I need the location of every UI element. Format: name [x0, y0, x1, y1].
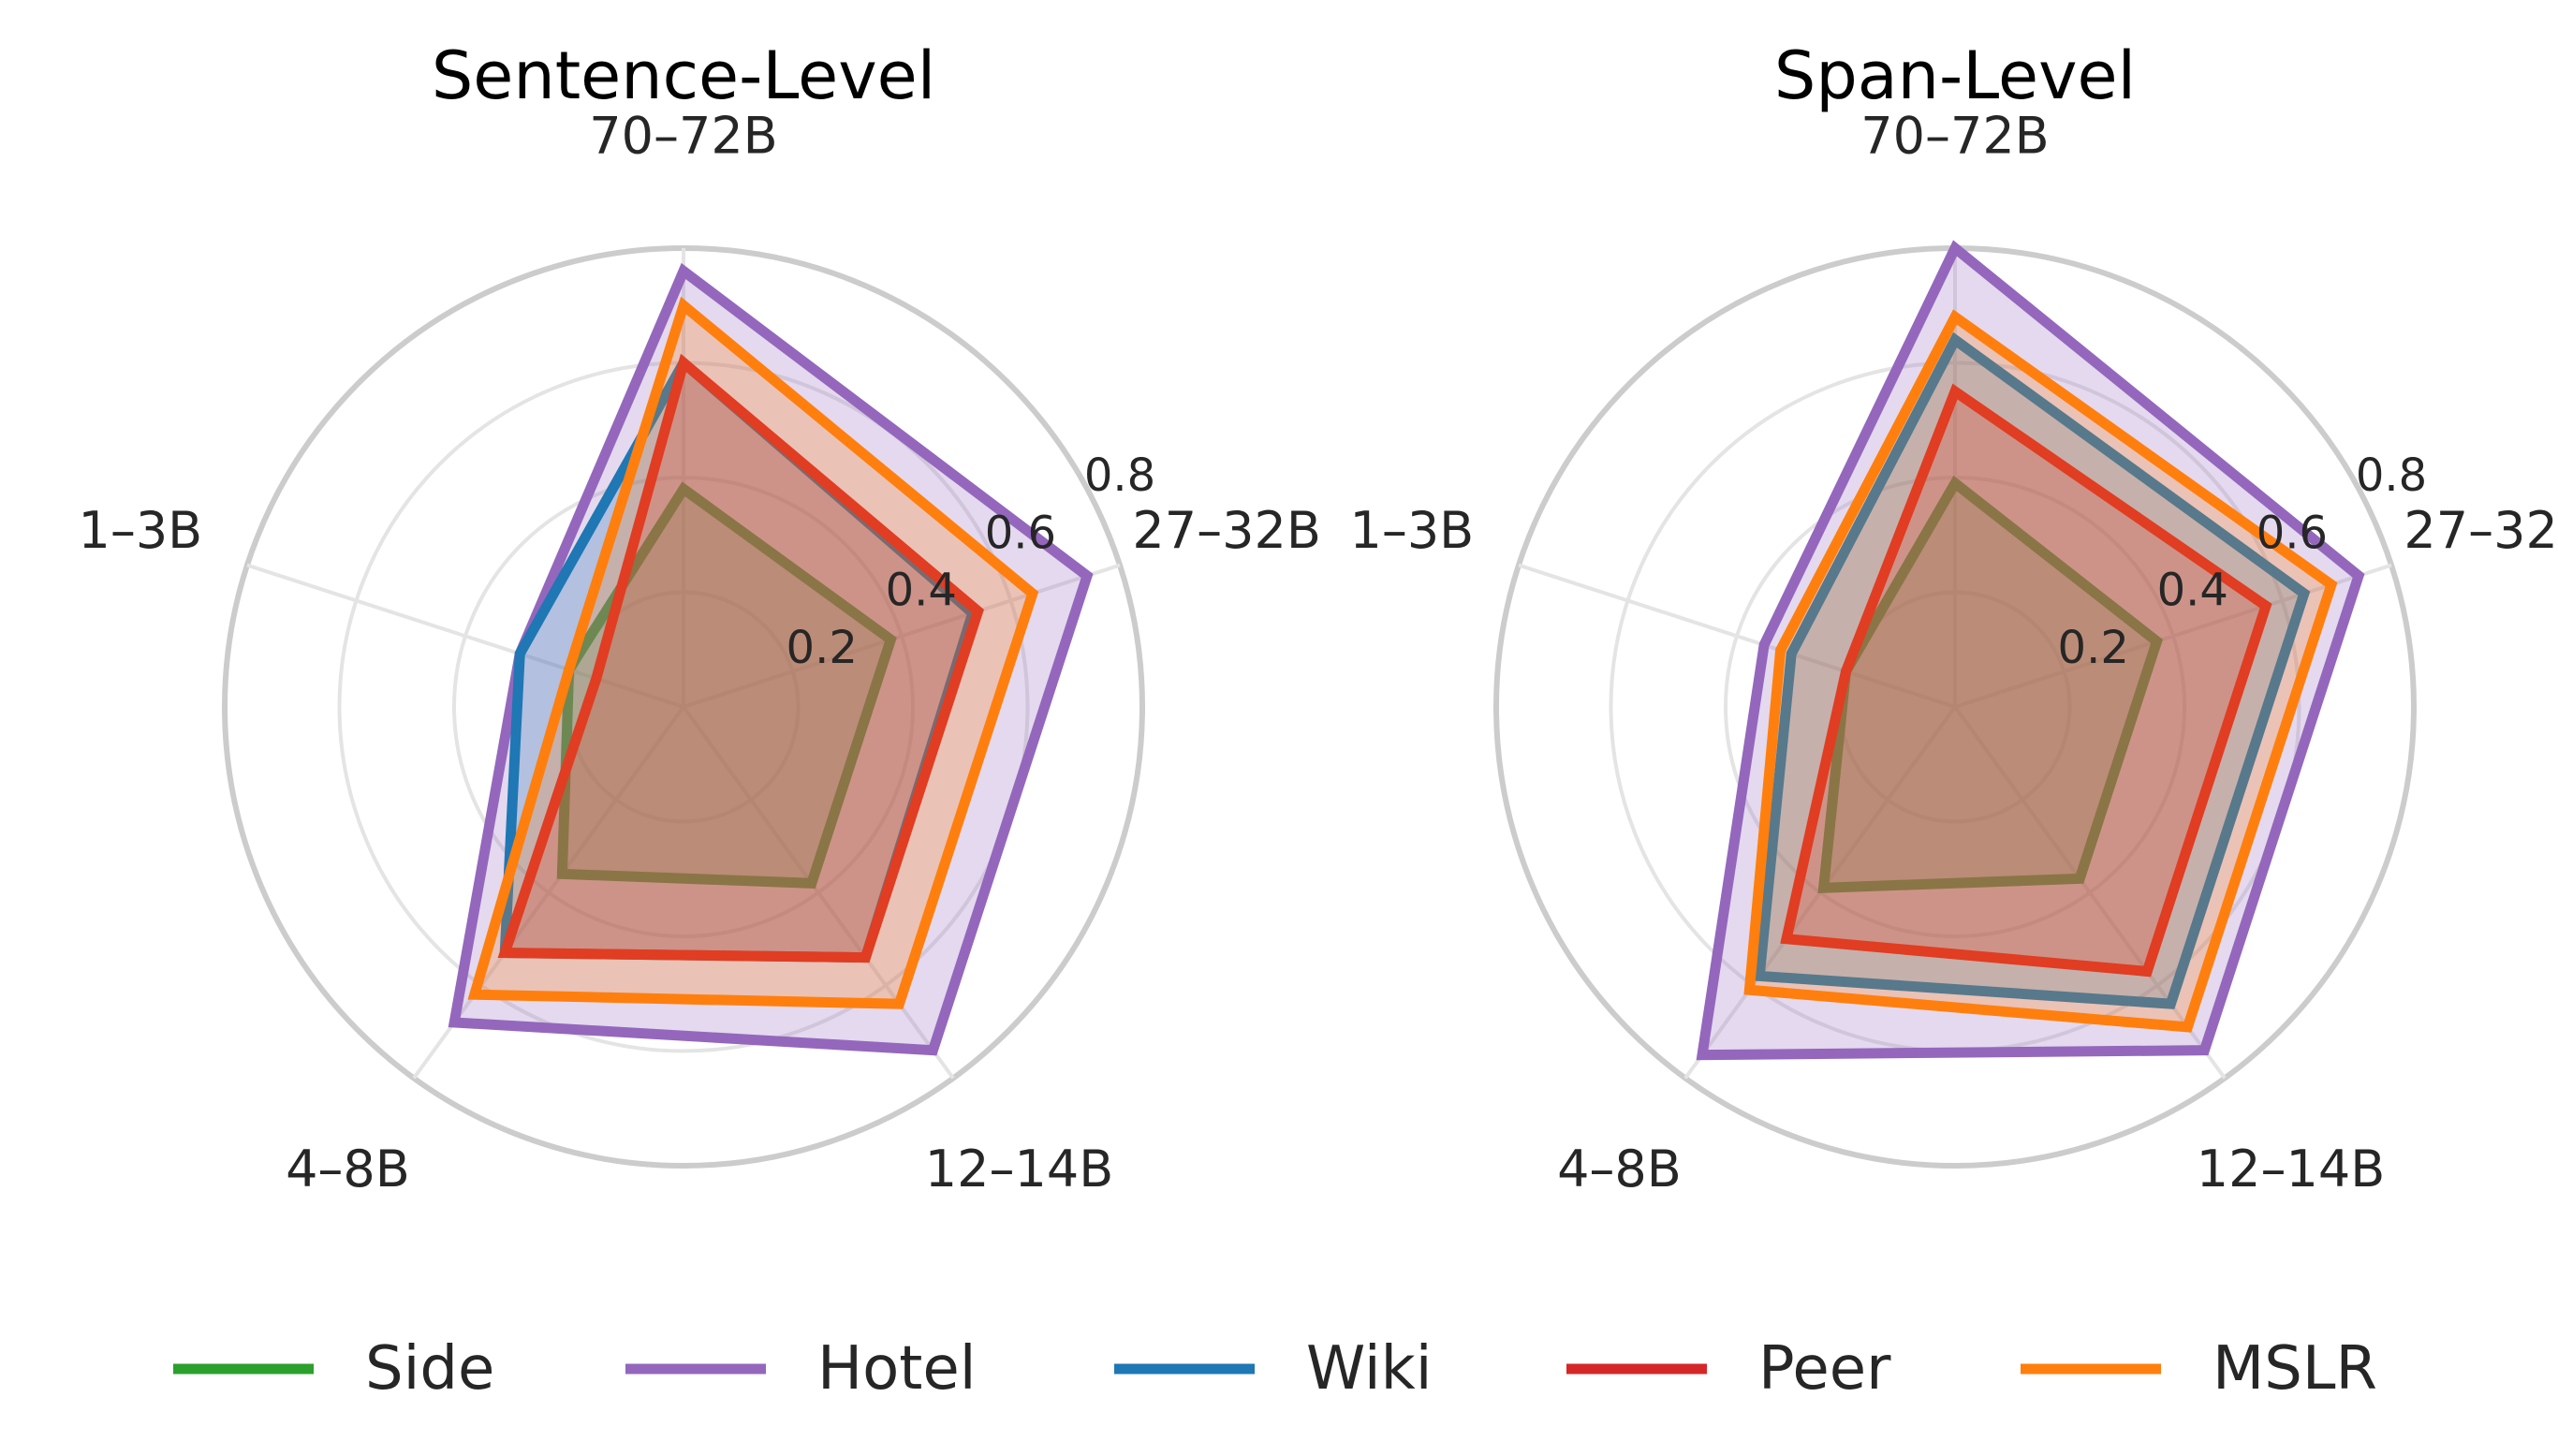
grid-spoke	[1518, 563, 1956, 709]
legend: Side Hotel Wiki Peer MSLR	[173, 1334, 2377, 1404]
series-side	[1817, 475, 2163, 893]
axis-label: 70–72B	[1860, 107, 2049, 166]
grid-spoke	[1954, 563, 2392, 709]
radar-grid	[222, 245, 1145, 1169]
legend-label: Wiki	[1306, 1334, 1433, 1404]
panel-title: Span-Level	[1774, 37, 2136, 114]
legend-label: Hotel	[817, 1334, 977, 1404]
axis-label: 12–14B	[925, 1140, 1113, 1199]
legend-label: Side	[365, 1334, 494, 1404]
sentence-level-panel: Sentence-Level 0.2 0.4 0.6 0.8 70–72B 27–32B 1…	[78, 37, 1320, 1199]
axis-label: 27–32B	[2404, 501, 2558, 560]
series-side	[556, 481, 897, 889]
series-mslr	[467, 296, 1039, 1009]
radial-tick-label: 0.4	[2157, 565, 2228, 617]
series-peer	[497, 353, 984, 963]
series-mslr	[1743, 309, 2338, 1033]
legend-label: MSLR	[2213, 1334, 2377, 1404]
series-wiki	[1754, 331, 2311, 1009]
axis-label: 27–32B	[1132, 501, 1320, 560]
legend-label: Peer	[1758, 1334, 1891, 1404]
series-peer	[1780, 383, 2272, 978]
axis-label: 1–3B	[78, 501, 202, 560]
radial-tick-label: 0.6	[985, 507, 1056, 559]
axis-label: 4–8B	[1557, 1140, 1682, 1199]
panel-title: Sentence-Level	[432, 37, 935, 114]
grid-spoke	[682, 705, 955, 1080]
axis-label: 12–14B	[2197, 1140, 2385, 1199]
grid-spoke	[683, 563, 1121, 709]
axis-label: 1–3B	[1349, 501, 1474, 560]
series-hotel	[1696, 240, 2365, 1061]
axis-label: 70–72B	[589, 107, 777, 166]
grid-spoke	[1953, 705, 2227, 1080]
radial-tick-label: 0.2	[787, 622, 858, 674]
span-level-panel: Span-Level 0.2 0.4 0.6 0.8 70–72B 27–32B 12–14…	[1349, 37, 2558, 1199]
axis-label: 4–8B	[286, 1140, 410, 1199]
radial-tick-label: 0.6	[2257, 507, 2328, 559]
radial-tick-label: 0.2	[2058, 622, 2129, 674]
radial-tick-label: 0.4	[886, 565, 957, 617]
radial-tick-label: 0.8	[1084, 449, 1155, 502]
radial-tick-label: 0.8	[2356, 449, 2427, 502]
grid-spoke	[246, 563, 684, 709]
series-hotel	[448, 262, 1094, 1056]
